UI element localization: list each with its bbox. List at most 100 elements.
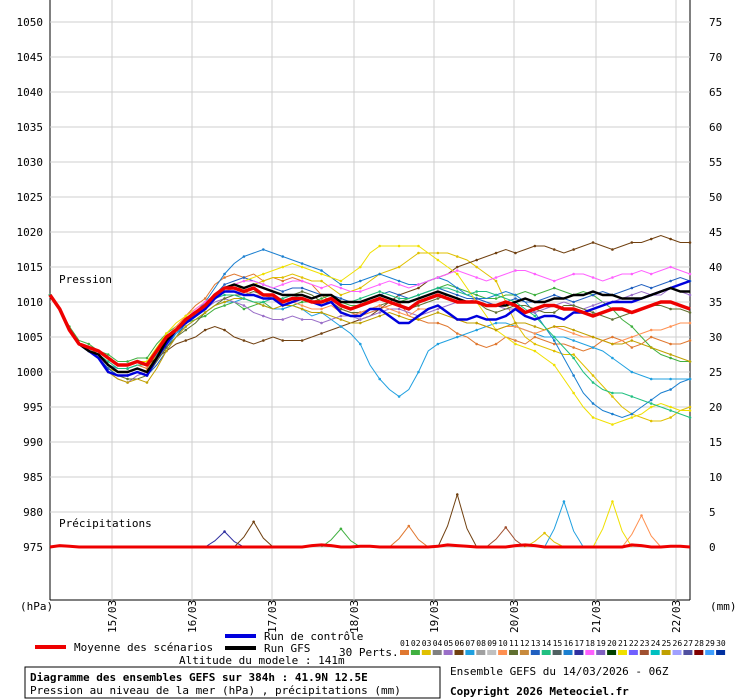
pert-legend-number: 21 — [618, 639, 628, 648]
perturbation-point — [417, 251, 420, 255]
perturbation-point — [223, 304, 226, 307]
perturbation-point — [320, 286, 323, 290]
pert-legend-swatch — [400, 650, 409, 655]
perturbation-point — [378, 314, 381, 318]
perturbation-point — [572, 346, 575, 349]
perturbation-point — [630, 370, 634, 374]
perturbation-point — [436, 342, 440, 346]
perturbation-point — [281, 290, 285, 293]
perturbation-point — [300, 276, 304, 279]
perturbation-point — [436, 251, 440, 255]
perturbation-point — [300, 286, 304, 290]
y-right-tick-label: 55 — [709, 156, 722, 169]
perturbation-point — [455, 255, 459, 258]
pert-legend-number: 14 — [542, 639, 552, 648]
perturbation-point — [359, 318, 362, 321]
perturbation-point — [223, 283, 226, 286]
perturbation-point — [533, 335, 537, 339]
perturbation-point — [436, 307, 440, 311]
perturbation-point — [591, 241, 595, 244]
pert-legend-swatch — [410, 650, 420, 655]
chart-subtitle: Pression au niveau de la mer (hPa) , pré… — [30, 684, 401, 697]
precip-point — [504, 526, 508, 529]
perturbation-point — [649, 398, 653, 402]
perturbation-point — [669, 409, 672, 412]
perturbation-point — [203, 314, 207, 318]
perturbation-point — [552, 248, 556, 251]
perturbation-point — [669, 377, 672, 381]
perturbation-point — [126, 377, 129, 381]
perturbation-point — [262, 339, 265, 342]
perturbation-lines — [48, 234, 692, 426]
precip-spike — [621, 514, 662, 548]
y-left-tick-label: 1030 — [17, 156, 44, 169]
perturbation-point — [397, 279, 401, 283]
precipitation-lines — [49, 492, 691, 549]
pert-legend-number: 29 — [705, 639, 715, 648]
legend-control-label: Run de contrôle — [264, 630, 363, 643]
perturbation-point — [630, 325, 634, 328]
precip-spike — [389, 525, 429, 548]
perturbation-point — [455, 293, 459, 297]
perturbation-point — [455, 272, 459, 276]
perturbation-point — [417, 283, 420, 286]
perturbation-point — [223, 297, 226, 300]
perturbation-point — [203, 328, 207, 332]
altitude-label: Altitude du modele : 141m — [179, 654, 345, 667]
perturbation-point — [378, 304, 381, 307]
perturbation-point — [300, 279, 304, 283]
pert-legend-number: 01 — [400, 639, 410, 648]
perturbation-point — [630, 286, 634, 290]
y-right-tick-label: 20 — [709, 401, 722, 414]
perturbation-point — [533, 272, 537, 276]
perturbation-point — [688, 416, 692, 419]
perturbation-point — [475, 342, 478, 346]
pert-legend-number: 12 — [520, 639, 530, 648]
pert-legend-swatch — [421, 650, 431, 655]
perturbation-point — [242, 297, 246, 300]
perturbation-point — [475, 321, 478, 325]
y-right-tick-label: 25 — [709, 366, 722, 379]
perturbation-point — [591, 416, 595, 419]
perturbation-point — [184, 325, 188, 328]
perturbation-point — [611, 356, 614, 360]
perturbation-point — [300, 307, 304, 311]
perturbation-point — [455, 290, 459, 293]
perturbation-point — [533, 293, 537, 297]
perturbation-point — [630, 293, 634, 297]
pert-legend-swatch — [639, 650, 649, 655]
pert-legend-number: 24 — [651, 639, 661, 648]
perturbation-point — [533, 325, 537, 328]
precip-label: Précipitations — [59, 517, 152, 530]
perturbation-point — [514, 321, 517, 325]
perturbation-point — [436, 286, 440, 290]
pert-legend-swatch — [487, 650, 497, 655]
perturbation-point — [533, 311, 537, 314]
perturbation-point — [165, 349, 168, 353]
run-info: Ensemble GEFS du 14/03/2026 - 06Z — [450, 665, 669, 678]
perturbation-point — [572, 328, 575, 332]
copyright: Copyright 2026 Meteociel.fr — [450, 685, 629, 698]
perturbation-line-25 — [49, 294, 691, 384]
perturbation-point — [591, 346, 595, 349]
perturbation-line-16 — [49, 248, 691, 419]
perturbation-point — [262, 314, 265, 318]
precip-spike — [204, 530, 245, 548]
pressure-label: Pression — [59, 273, 112, 286]
info-box — [24, 666, 441, 699]
perturbation-point — [669, 388, 672, 391]
perturbation-point — [378, 377, 381, 381]
perturbation-point — [688, 272, 692, 276]
perturbation-point — [688, 409, 692, 412]
pert-legend-swatch — [683, 650, 693, 655]
perturbation-point — [397, 265, 401, 269]
precip-point — [611, 500, 614, 503]
perturbation-point — [242, 276, 246, 279]
pert-legend-swatch — [607, 650, 617, 655]
perturbation-point — [281, 276, 285, 279]
y-right-tick-label: 75 — [709, 16, 722, 29]
pert-legend-swatch — [628, 650, 638, 655]
pert-legend-number: 23 — [640, 639, 650, 648]
perturbation-point — [378, 290, 381, 293]
